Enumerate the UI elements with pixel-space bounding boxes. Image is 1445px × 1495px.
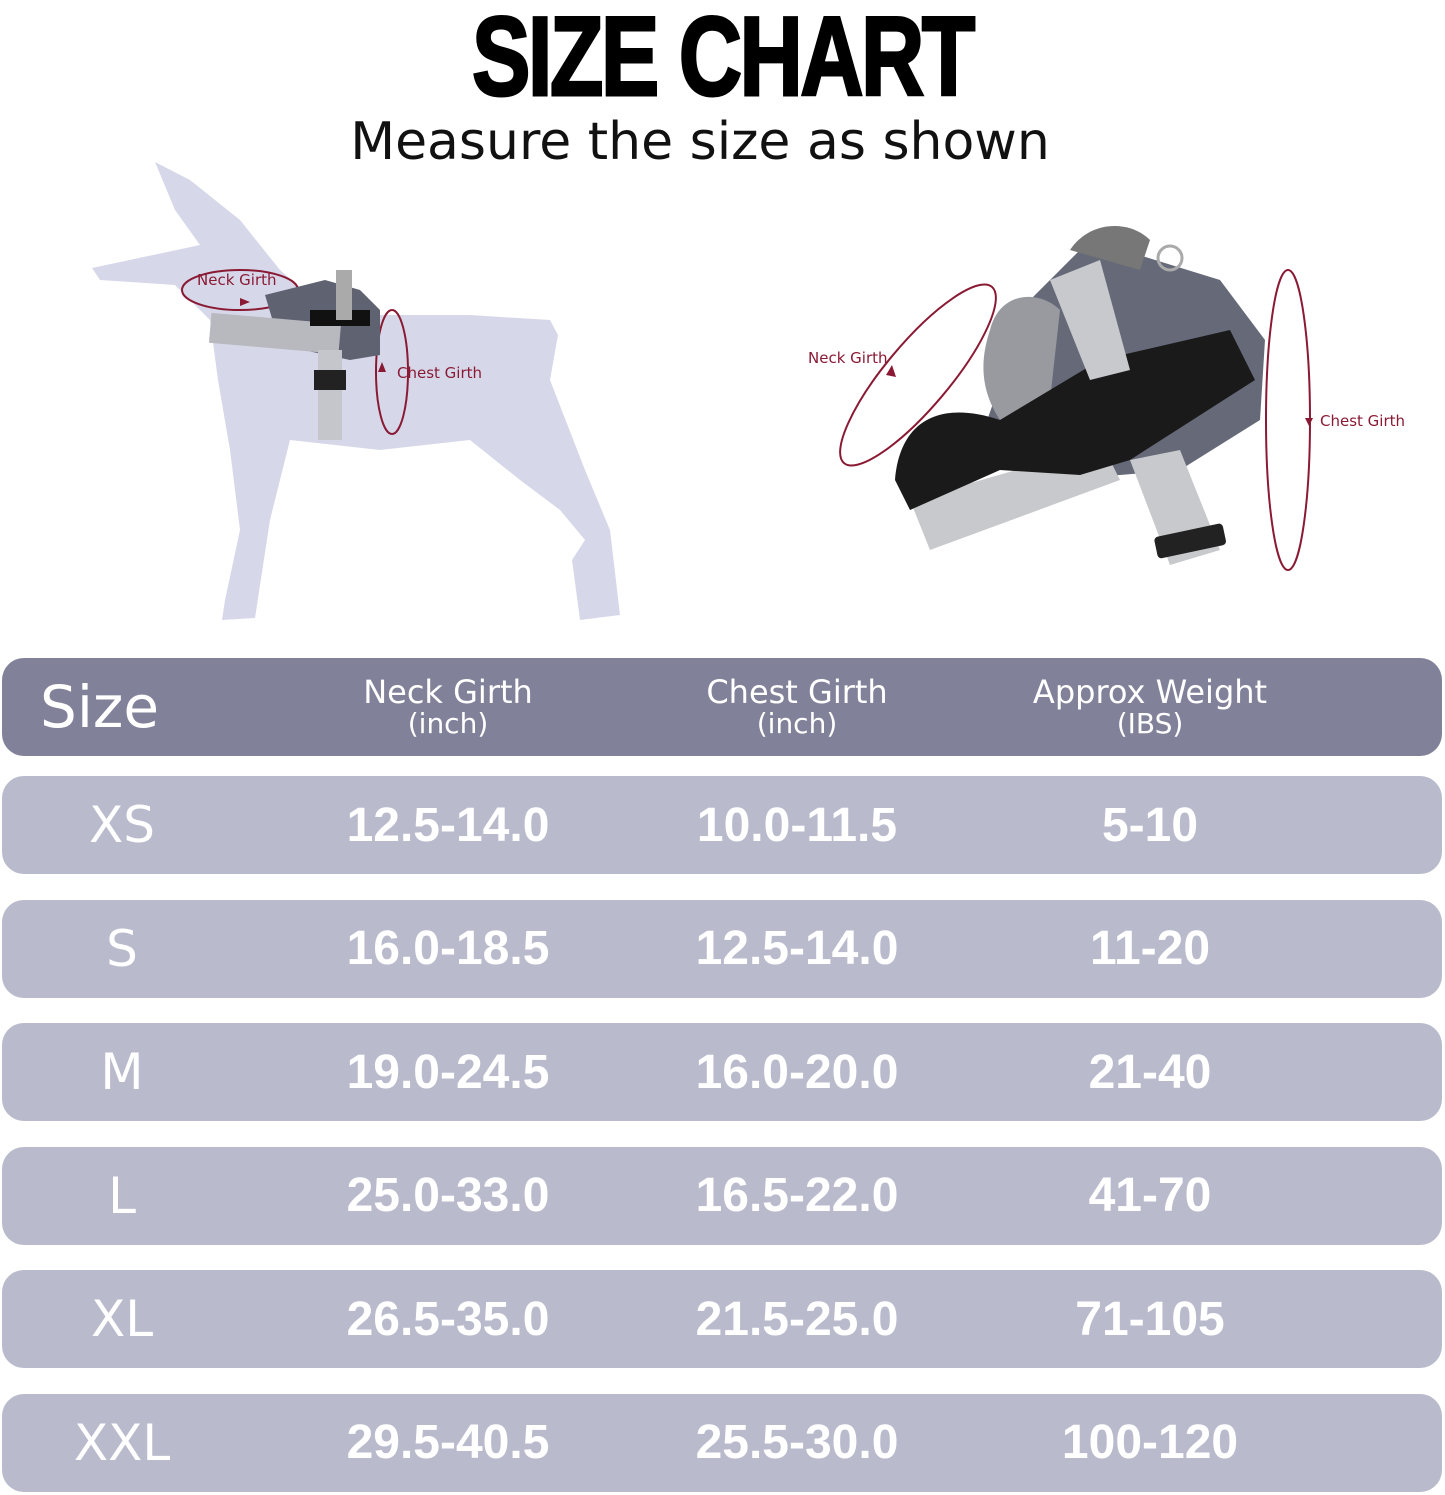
harness-illustration xyxy=(839,226,1313,571)
table-row: S 16.0-18.5 12.5-14.0 11-20 xyxy=(2,899,1442,998)
header-unit: (inch) xyxy=(407,707,489,740)
header-unit: (IBS) xyxy=(1116,707,1184,740)
size-cell: L xyxy=(108,1166,136,1225)
header-label: Neck Girth xyxy=(363,673,533,711)
size-cell: M xyxy=(100,1043,144,1101)
chest-girth-cell: 16.0-20.0 xyxy=(695,1045,899,1099)
header-approx-weight: Approx Weight (IBS) xyxy=(1000,658,1300,756)
table-row: XXL 29.5-40.5 25.5-30.0 100-120 xyxy=(2,1393,1442,1492)
size-cell: XL xyxy=(90,1290,154,1348)
header-label: Approx Weight xyxy=(1032,673,1268,711)
header-unit: (inch) xyxy=(756,707,838,740)
weight-cell: 21-40 xyxy=(1088,1045,1212,1099)
size-cell: S xyxy=(106,919,138,978)
weight-cell: 100-120 xyxy=(1061,1416,1239,1469)
header-chest-girth: Chest Girth (inch) xyxy=(647,658,947,756)
chest-girth-cell: 25.5-30.0 xyxy=(695,1416,899,1469)
neck-girth-cell: 16.0-18.5 xyxy=(346,922,550,975)
page-subtitle: Measure the size as shown xyxy=(350,112,1050,172)
header-size: Size xyxy=(40,673,160,741)
table-row: XL 26.5-35.0 21.5-25.0 71-105 xyxy=(2,1270,1442,1368)
weight-cell: 11-20 xyxy=(1089,922,1211,975)
harness-chest-girth-label: Chest Girth xyxy=(1320,412,1406,430)
dog-neck-girth-label: Neck Girth xyxy=(197,271,277,289)
chest-girth-cell: 16.5-22.0 xyxy=(695,1169,899,1222)
table-row: M 19.0-24.5 16.0-20.0 21-40 xyxy=(2,1023,1442,1121)
neck-girth-cell: 26.5-35.0 xyxy=(346,1292,550,1346)
neck-girth-cell: 29.5-40.5 xyxy=(346,1416,550,1469)
dog-chest-girth-label: Chest Girth xyxy=(397,364,483,382)
harness-neck-girth-label: Neck Girth xyxy=(808,349,888,367)
neck-girth-cell: 25.0-33.0 xyxy=(346,1169,550,1222)
page-title: SIZE CHART xyxy=(471,0,976,121)
table-row: XS 12.5-14.0 10.0-11.5 5-10 xyxy=(2,776,1442,874)
chest-girth-cell: 12.5-14.0 xyxy=(695,922,899,975)
size-cell: XXL xyxy=(73,1413,171,1472)
neck-girth-cell: 19.0-24.5 xyxy=(346,1045,550,1099)
size-cell: XS xyxy=(89,796,155,854)
chest-girth-cell: 10.0-11.5 xyxy=(696,798,898,852)
header-label: Chest Girth xyxy=(706,673,888,711)
neck-girth-cell: 12.5-14.0 xyxy=(346,798,550,852)
dog-silhouette xyxy=(92,162,620,620)
chest-girth-cell: 21.5-25.0 xyxy=(695,1292,899,1346)
dog-harness-illustration xyxy=(92,162,620,620)
weight-cell: 71-105 xyxy=(1075,1292,1225,1346)
weight-cell: 41-70 xyxy=(1088,1169,1212,1222)
weight-cell: 5-10 xyxy=(1101,798,1199,852)
header-neck-girth: Neck Girth (inch) xyxy=(298,658,598,756)
table-row: L 25.0-33.0 16.5-22.0 41-70 xyxy=(2,1146,1442,1245)
table-header: Size Neck Girth (inch) Chest Girth (inch… xyxy=(2,658,1442,756)
